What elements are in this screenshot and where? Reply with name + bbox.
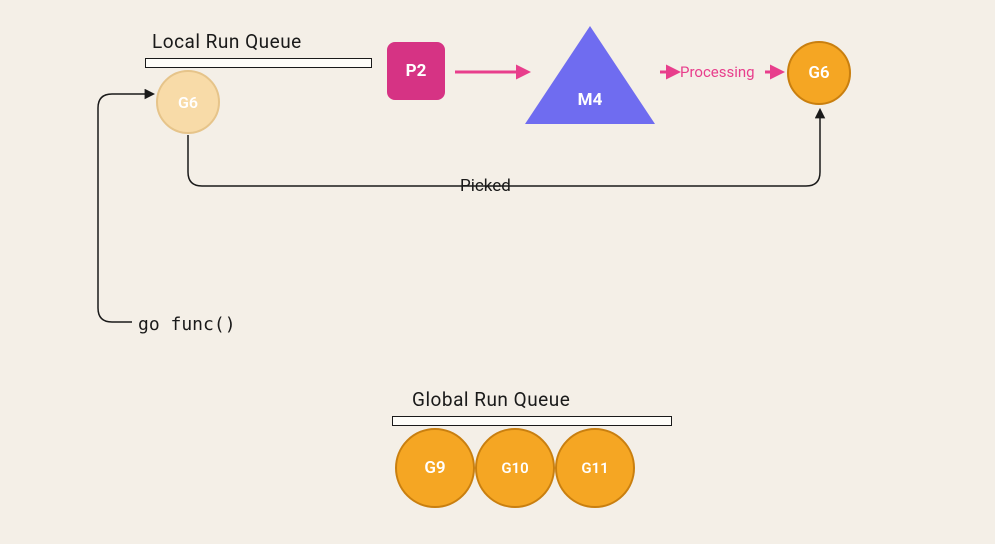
local-queue-label: Local Run Queue <box>152 30 302 53</box>
g6-faded-text: G6 <box>178 93 198 112</box>
g6-faded-node: G6 <box>156 70 220 134</box>
m4-text: M4 <box>578 90 603 110</box>
g11-text: G11 <box>581 459 608 477</box>
g10-node: G10 <box>475 428 555 508</box>
local-queue-bar <box>145 58 372 68</box>
processing-label: Processing <box>680 63 755 81</box>
g6-text: G6 <box>808 63 829 83</box>
p2-text: P2 <box>406 61 427 81</box>
p2-node: P2 <box>387 42 445 100</box>
diagram-canvas: Local Run Queue G6 P2 M4 Processing G6 g… <box>0 0 995 544</box>
m4-node: M4 <box>525 26 655 124</box>
g9-text: G9 <box>424 458 445 478</box>
picked-label: Picked <box>460 176 511 196</box>
go-func-label: go func() <box>138 314 236 335</box>
g10-text: G10 <box>501 459 528 477</box>
g6-node: G6 <box>787 41 851 105</box>
global-queue-label: Global Run Queue <box>412 388 570 411</box>
g9-node: G9 <box>395 428 475 508</box>
global-queue-bar <box>392 416 672 426</box>
g11-node: G11 <box>555 428 635 508</box>
